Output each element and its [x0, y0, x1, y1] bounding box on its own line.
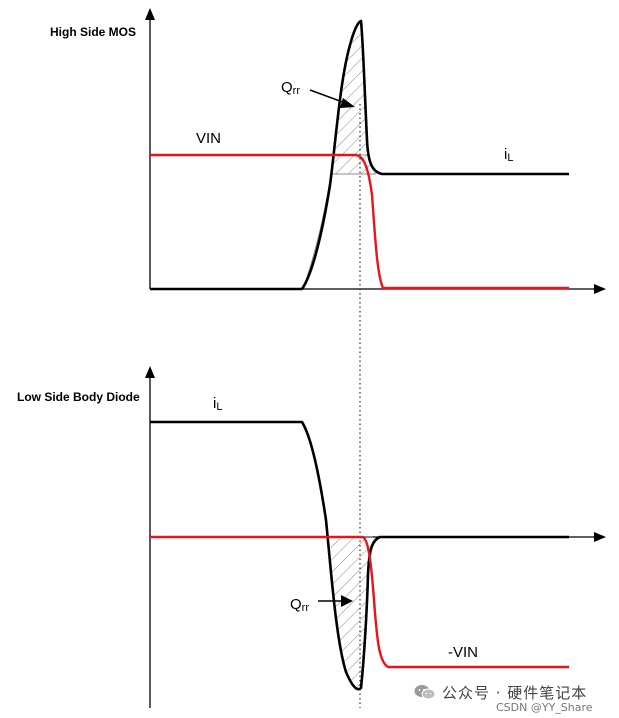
bottom-current-trace	[150, 420, 569, 691]
bottom-qrr-arrow-head	[341, 595, 353, 607]
bottom-panel: Low Side Body Diode iL -VIN Qrr	[17, 366, 606, 708]
top-panel-title: High Side MOS	[50, 25, 136, 39]
bottom-voltage-trace	[150, 535, 569, 669]
top-y-axis-arrow	[145, 8, 155, 20]
top-qrr-hatched-region	[331, 21, 376, 174]
top-voltage-trace	[150, 153, 569, 290]
bottom-il-label: iL	[213, 395, 222, 413]
bottom-panel-title: Low Side Body Diode	[17, 390, 140, 404]
watermark-account-name: 公众号 · 硬件笔记本	[442, 684, 588, 702]
wechat-icon	[414, 684, 436, 700]
top-il-label: iL	[504, 146, 513, 164]
top-qrr-arrow-line	[309, 89, 349, 105]
watermark-source: CSDN @YY_Share	[496, 701, 593, 714]
bottom-neg-vin-label: -VIN	[448, 644, 478, 661]
bottom-qrr-label: Qrr	[290, 596, 309, 614]
top-qrr-label: Qrr	[281, 79, 300, 97]
bottom-x-axis-arrow	[594, 532, 606, 542]
top-qrr-arrow-head	[340, 98, 355, 108]
top-current-trace	[150, 19, 569, 291]
top-panel: High Side MOS VIN iL Qrr	[50, 8, 606, 294]
bottom-qrr-hatched-region	[330, 537, 373, 689]
watermark: 公众号 · 硬件笔记本 CSDN @YY_Share	[408, 682, 613, 716]
top-vin-label: VIN	[196, 130, 221, 147]
top-x-axis-arrow	[594, 284, 606, 294]
bottom-y-axis-arrow	[145, 366, 155, 378]
